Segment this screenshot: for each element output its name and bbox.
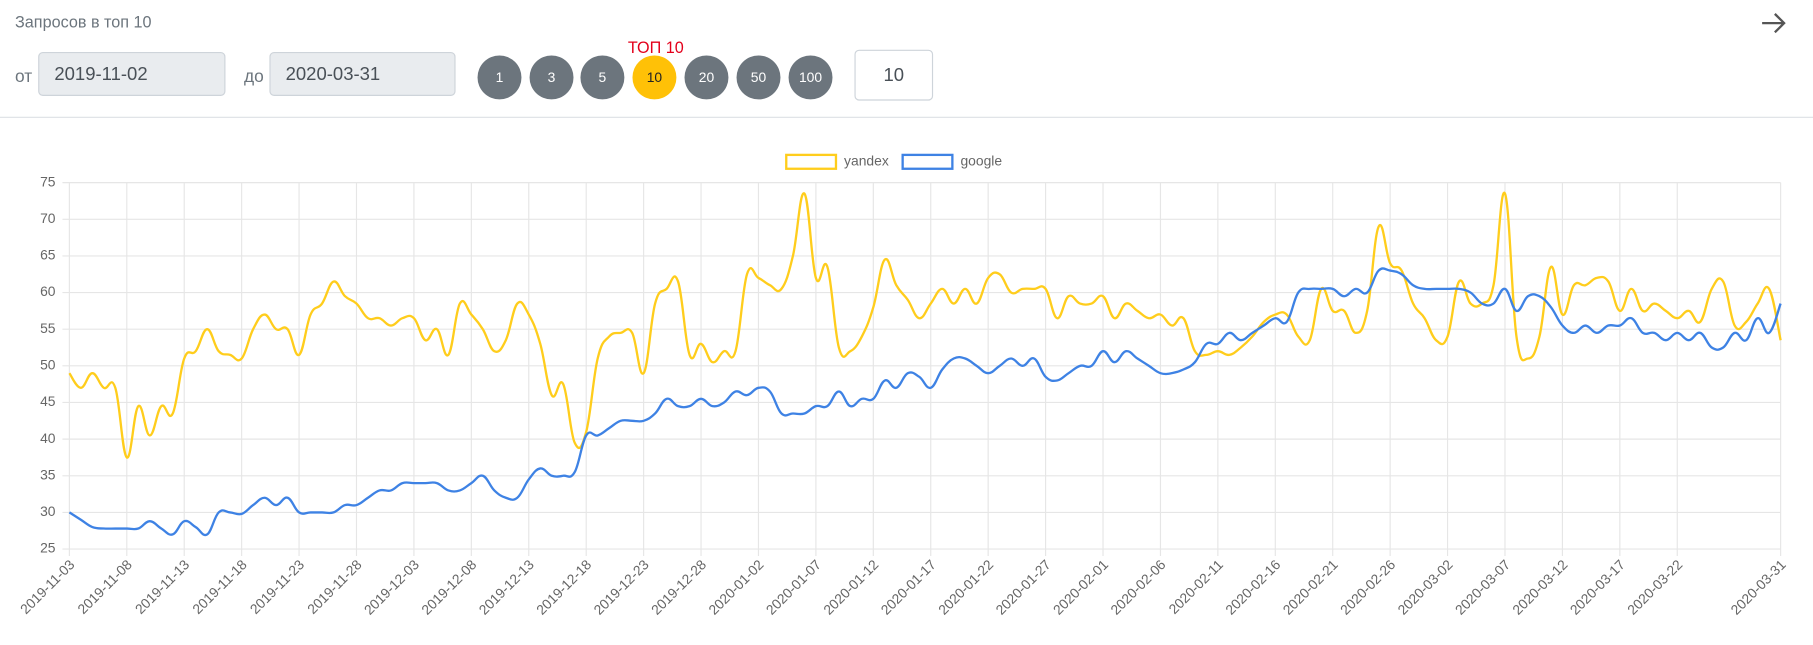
- x-tick-label: 2019-12-13: [475, 556, 537, 618]
- y-tick-label: 60: [40, 283, 56, 299]
- from-label: от: [15, 67, 33, 87]
- x-tick-label: 2020-03-31: [1727, 556, 1789, 618]
- separator: [0, 116, 1813, 118]
- y-tick-label: 55: [40, 320, 56, 336]
- y-tick-label: 75: [40, 173, 56, 189]
- x-tick-label: 2019-12-03: [361, 556, 423, 618]
- legend-label: yandex: [844, 152, 889, 168]
- title: Запросов в топ 10: [15, 12, 152, 32]
- top-button[interactable]: 3: [529, 55, 574, 100]
- x-tick-label: 2020-02-21: [1279, 556, 1341, 618]
- y-tick-label: 30: [40, 503, 56, 519]
- top-button[interactable]: 100: [788, 55, 833, 100]
- arrow-icon[interactable]: [1762, 13, 1786, 34]
- top-button[interactable]: 50: [736, 55, 781, 100]
- y-tick-label: 50: [40, 357, 56, 373]
- from-input[interactable]: 2019-11-02: [38, 52, 226, 96]
- x-tick-label: 2020-01-12: [820, 556, 882, 618]
- x-tick-label: 2019-11-03: [17, 556, 78, 617]
- y-tick-label: 25: [40, 540, 56, 556]
- top-button[interactable]: 20: [684, 55, 729, 100]
- x-tick-label: 2020-03-07: [1452, 556, 1514, 618]
- x-tick-label: 2020-01-27: [992, 556, 1054, 618]
- x-tick-label: 2020-03-12: [1509, 556, 1571, 618]
- to-label: до: [243, 67, 264, 87]
- x-tick-label: 2019-11-13: [132, 556, 193, 617]
- series-line: [68, 267, 1782, 537]
- y-tick-label: 45: [40, 393, 56, 409]
- legend-swatch: [901, 153, 954, 170]
- x-tick-label: 2020-02-06: [1107, 556, 1169, 618]
- x-tick-label: 2020-01-17: [877, 556, 939, 618]
- x-tick-label: 2019-12-18: [533, 556, 595, 618]
- y-tick-label: 70: [40, 210, 56, 226]
- x-tick-label: 2019-11-28: [304, 556, 365, 617]
- y-tick-label: 40: [40, 430, 56, 446]
- x-tick-label: 2020-02-16: [1222, 556, 1284, 618]
- x-tick-label: 2019-12-23: [590, 556, 652, 618]
- x-tick-label: 2019-12-28: [648, 556, 710, 618]
- x-tick-label: 2020-02-11: [1165, 556, 1226, 617]
- x-tick-label: 2020-02-26: [1337, 556, 1399, 618]
- legend-label: google: [960, 152, 1002, 168]
- active-caption: ТОП 10: [627, 38, 684, 57]
- count-input[interactable]: 10: [854, 49, 934, 101]
- x-tick-label: 2019-12-08: [418, 556, 480, 618]
- x-tick-label: 2019-11-08: [74, 556, 135, 617]
- top-button[interactable]: 10: [632, 55, 677, 100]
- series-line: [68, 191, 1782, 459]
- x-tick-label: 2019-11-18: [189, 556, 250, 617]
- top-button[interactable]: 1: [477, 55, 522, 100]
- y-tick-label: 35: [40, 466, 56, 482]
- x-tick-label: 2020-01-22: [935, 556, 997, 618]
- x-tick-label: 2019-11-23: [247, 556, 308, 617]
- to-input[interactable]: 2020-03-31: [269, 52, 456, 96]
- x-tick-label: 2020-01-02: [705, 556, 767, 618]
- x-tick-label: 2020-03-22: [1624, 556, 1686, 618]
- x-tick-label: 2020-01-07: [763, 556, 825, 618]
- top-button[interactable]: 5: [580, 55, 625, 100]
- x-tick-label: 2020-03-02: [1394, 556, 1456, 618]
- x-tick-label: 2020-02-01: [1050, 556, 1112, 618]
- y-tick-label: 65: [40, 247, 56, 263]
- x-tick-label: 2020-03-17: [1567, 556, 1629, 618]
- legend-swatch: [785, 153, 838, 170]
